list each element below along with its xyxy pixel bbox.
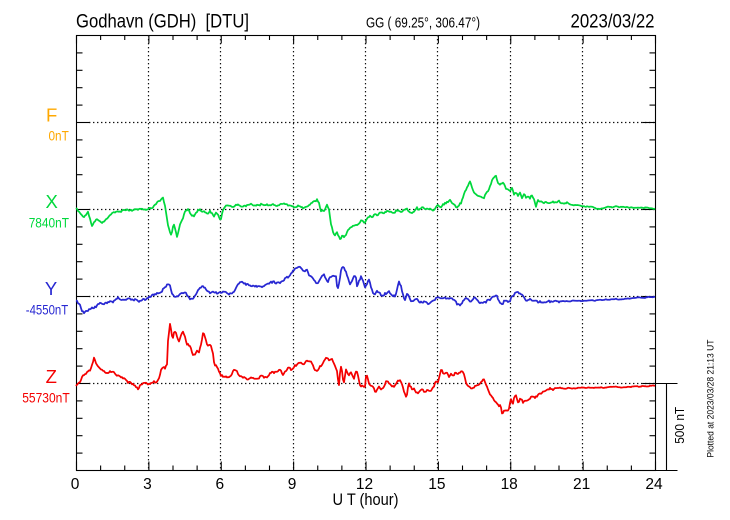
svg-text:24: 24 bbox=[645, 476, 663, 493]
svg-text:U T (hour): U T (hour) bbox=[333, 491, 399, 509]
svg-text:21: 21 bbox=[573, 476, 590, 493]
svg-text:Plotted at 2023/03/28 21:13 UT: Plotted at 2023/03/28 21:13 UT bbox=[706, 339, 716, 457]
svg-text:0: 0 bbox=[71, 476, 80, 493]
svg-text:55730nT: 55730nT bbox=[22, 389, 70, 405]
svg-text:X: X bbox=[46, 191, 58, 212]
svg-text:GG ( 69.25°, 306.47°): GG ( 69.25°, 306.47°) bbox=[366, 16, 480, 32]
svg-text:3: 3 bbox=[143, 476, 152, 493]
svg-text:Y: Y bbox=[45, 278, 57, 299]
svg-text:Godhavn (GDH) [DTU]: Godhavn (GDH) [DTU] bbox=[76, 12, 249, 33]
svg-text:F: F bbox=[46, 105, 57, 126]
svg-text:6: 6 bbox=[215, 476, 224, 493]
svg-text:0nT: 0nT bbox=[49, 128, 70, 144]
svg-text:Z: Z bbox=[46, 366, 57, 387]
svg-text:-4550nT: -4550nT bbox=[26, 302, 69, 318]
svg-text:9: 9 bbox=[288, 476, 297, 493]
svg-text:12: 12 bbox=[356, 476, 373, 493]
svg-text:2023/03/22: 2023/03/22 bbox=[571, 11, 655, 33]
svg-text:500 nT: 500 nT bbox=[672, 407, 687, 444]
svg-text:7840nT: 7840nT bbox=[29, 215, 70, 231]
svg-text:15: 15 bbox=[428, 476, 445, 493]
svg-text:18: 18 bbox=[501, 476, 518, 493]
